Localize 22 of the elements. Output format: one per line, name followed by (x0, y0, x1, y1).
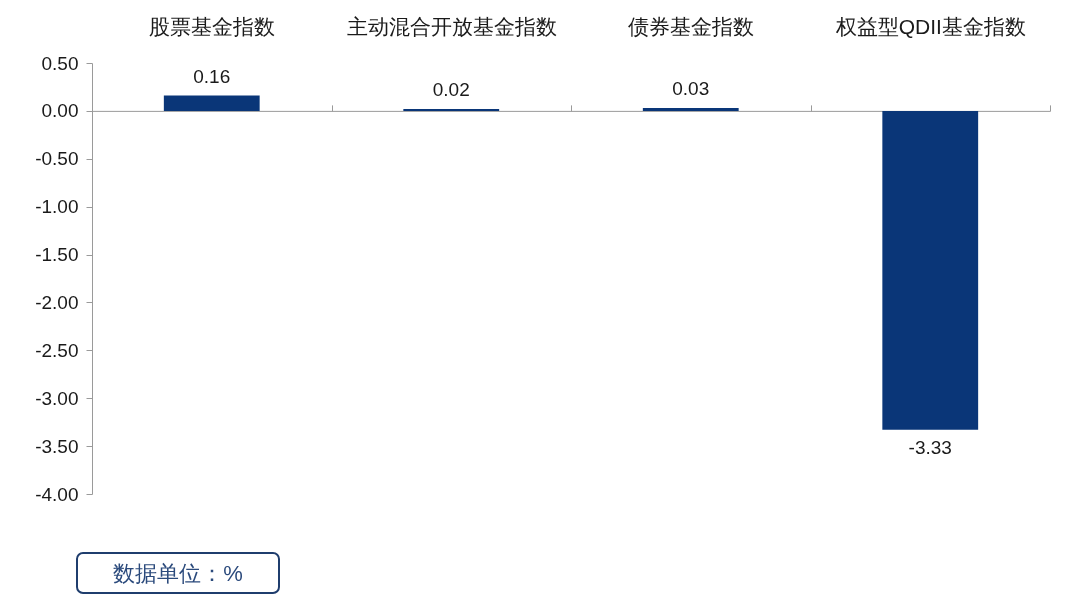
x-tick-label: 权益型QDII基金指数 (834, 14, 1026, 38)
data-label: 0.03 (672, 78, 710, 100)
bar (642, 108, 739, 111)
x-tick-label: 股票基金指数 (149, 14, 276, 38)
y-tick-label: 0.50 (41, 52, 79, 74)
y-tick-label: -2.50 (35, 339, 79, 361)
x-tick-label: 主动混合开放基金指数 (346, 14, 557, 38)
y-tick-label: -1.50 (35, 244, 79, 266)
text: 数据单位：% (113, 561, 243, 586)
y-tick-label: 0.00 (41, 100, 79, 122)
x-tick-label: 债券基金指数 (628, 14, 755, 38)
bar (882, 110, 979, 430)
y-tick-label: -2.00 (35, 291, 79, 313)
y-tick-label: -0.50 (35, 148, 79, 170)
y-tick-label: -3.00 (35, 387, 79, 409)
data-label: -3.33 (908, 436, 952, 458)
y-tick-label: -4.00 (35, 483, 79, 505)
y-tick-label: -3.50 (35, 435, 79, 457)
data-label: 0.16 (193, 65, 231, 87)
data-label: 0.02 (432, 78, 470, 100)
bar (163, 95, 260, 111)
y-tick-label: -1.00 (35, 196, 79, 218)
